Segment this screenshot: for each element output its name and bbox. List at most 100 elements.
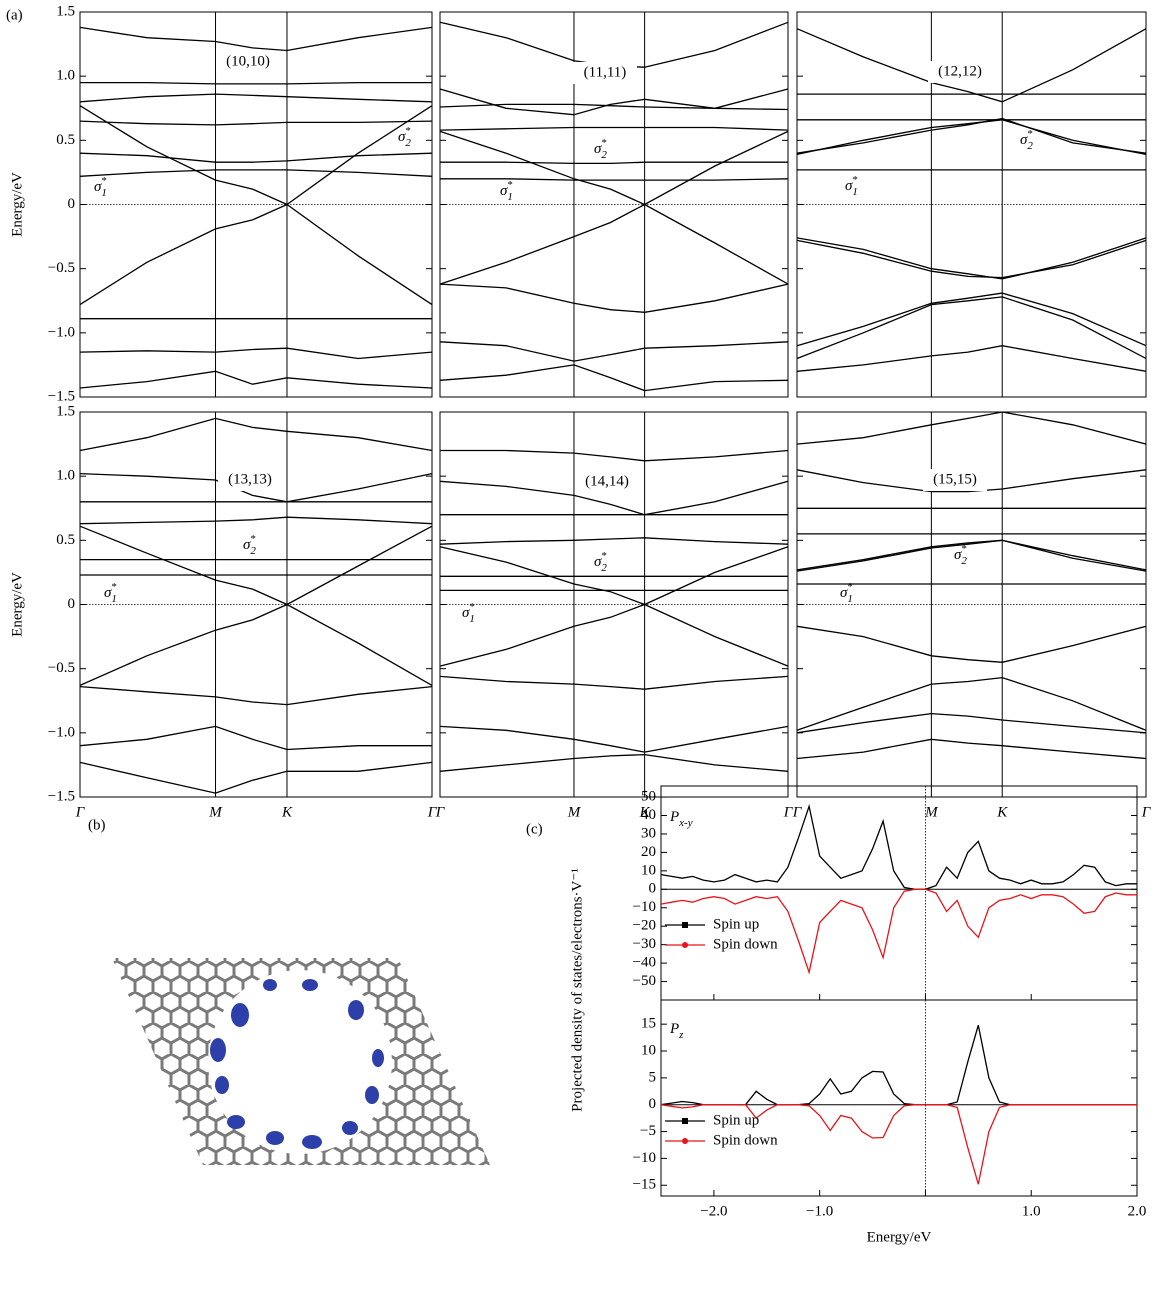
annotation: σ2* (954, 543, 967, 567)
charge-density (210, 979, 384, 1149)
annotation: σ1* (462, 601, 475, 625)
y-tick-label: 10 (641, 862, 656, 878)
series-line (796, 117, 1147, 154)
series-line (796, 539, 1147, 571)
panel-name: (15,15) (933, 471, 977, 487)
annotation-sub: 1 (847, 593, 853, 605)
series-line (439, 364, 789, 392)
series-line (79, 685, 433, 706)
annotation: σ1* (104, 581, 117, 605)
series-line (79, 472, 433, 503)
series-line (796, 469, 1147, 493)
annotation-sup: * (961, 543, 967, 555)
series-line (79, 203, 433, 306)
series-line (79, 417, 433, 452)
series-line (79, 120, 433, 126)
annotation-sub: z (678, 1029, 684, 1041)
annotation-sub: x-y (678, 817, 693, 829)
x-tick-label: K (281, 804, 293, 820)
series-line (79, 603, 433, 686)
y-tick-label: −20 (633, 918, 656, 934)
y-tick-label: 1.5 (56, 403, 75, 419)
annotation-sup: * (852, 174, 858, 186)
annotation-sup: * (469, 601, 475, 613)
legend-label: Spin up (713, 1112, 759, 1128)
annotation-sub: 1 (507, 191, 513, 203)
y-tick-label: 1.0 (56, 68, 75, 84)
annotation-sup: * (1027, 128, 1033, 140)
y-tick-label: 10 (641, 1042, 656, 1058)
series-line (439, 537, 789, 545)
x-tick-label: 1.0 (1022, 1203, 1041, 1219)
y-axis-label: Projected density of states/electrons·V⁻… (569, 868, 585, 1112)
x-tick-label: M (208, 804, 223, 820)
legend-label: Spin up (713, 916, 759, 932)
annotation-sub: 2 (405, 137, 411, 149)
series-line (796, 738, 1147, 760)
annotation-sub: 2 (961, 555, 967, 567)
annotation-base: σ (462, 605, 470, 621)
annotation-sub: 2 (250, 545, 256, 557)
series-line (796, 411, 1147, 445)
y-tick-label: −0.5 (48, 660, 75, 676)
panel-label: (a) (6, 7, 23, 23)
legend-label: Spin down (713, 936, 778, 952)
annotation: σ2* (243, 533, 256, 557)
panel-name: (14,14) (585, 473, 629, 489)
series-line (796, 237, 1147, 280)
series-line (439, 283, 789, 313)
annotation-base: σ (845, 178, 853, 194)
series-line (80, 81, 432, 85)
series-line (796, 676, 1147, 731)
label-box (923, 469, 987, 491)
x-tick-label: −2.0 (700, 1203, 727, 1219)
annotation-base: P (669, 1021, 679, 1037)
legend-marker (682, 1118, 688, 1124)
y-tick-label: 0.5 (56, 532, 75, 548)
x-tick-label: K (996, 804, 1008, 820)
y-tick-label: −1.0 (48, 724, 75, 740)
legend-marker (682, 1138, 688, 1144)
annotation-sub: 1 (469, 613, 475, 625)
label-box (216, 51, 280, 73)
annotation-base: σ (954, 547, 962, 563)
annotation-base: σ (398, 129, 406, 145)
x-tick-label: Γ (427, 804, 438, 820)
label-box (573, 62, 637, 84)
annotation-base: σ (94, 179, 102, 195)
annotation-sub: 2 (1027, 140, 1033, 152)
annotation-base: σ (500, 183, 508, 199)
series-line (439, 126, 789, 131)
y-tick-label: 0 (649, 881, 657, 897)
y-tick-label: 0.5 (56, 132, 75, 148)
annotation-sup: * (601, 137, 607, 149)
y-tick-label: 0 (649, 1096, 657, 1112)
series-line (660, 1104, 1137, 1185)
series-line (796, 625, 1147, 663)
annotation: σ2* (594, 550, 607, 574)
y-tick-label: −50 (633, 973, 656, 989)
x-tick-label: Γ (783, 804, 794, 820)
annotation: Pz (669, 1021, 684, 1040)
series-line (796, 345, 1147, 372)
annotation-sub: 1 (101, 187, 107, 199)
series-line (439, 725, 789, 753)
annotation: σ1* (845, 174, 858, 198)
panel-name: (10,10) (226, 53, 270, 69)
y-tick-label: −0.5 (48, 260, 75, 276)
series-line (79, 761, 433, 794)
plot-frame (660, 999, 1138, 1197)
series-line (440, 161, 788, 165)
annotation: σ1* (500, 179, 513, 203)
annotation-base: σ (594, 554, 602, 570)
annotation-sub: 1 (111, 593, 117, 605)
series-line (79, 725, 432, 751)
legend-marker (682, 942, 688, 948)
annotation-base: σ (1020, 132, 1028, 148)
series-line (796, 119, 1147, 156)
annotation-sub: 1 (852, 186, 858, 198)
series-line (796, 239, 1147, 279)
series-line (796, 28, 1147, 103)
annotation-base: σ (243, 537, 251, 553)
